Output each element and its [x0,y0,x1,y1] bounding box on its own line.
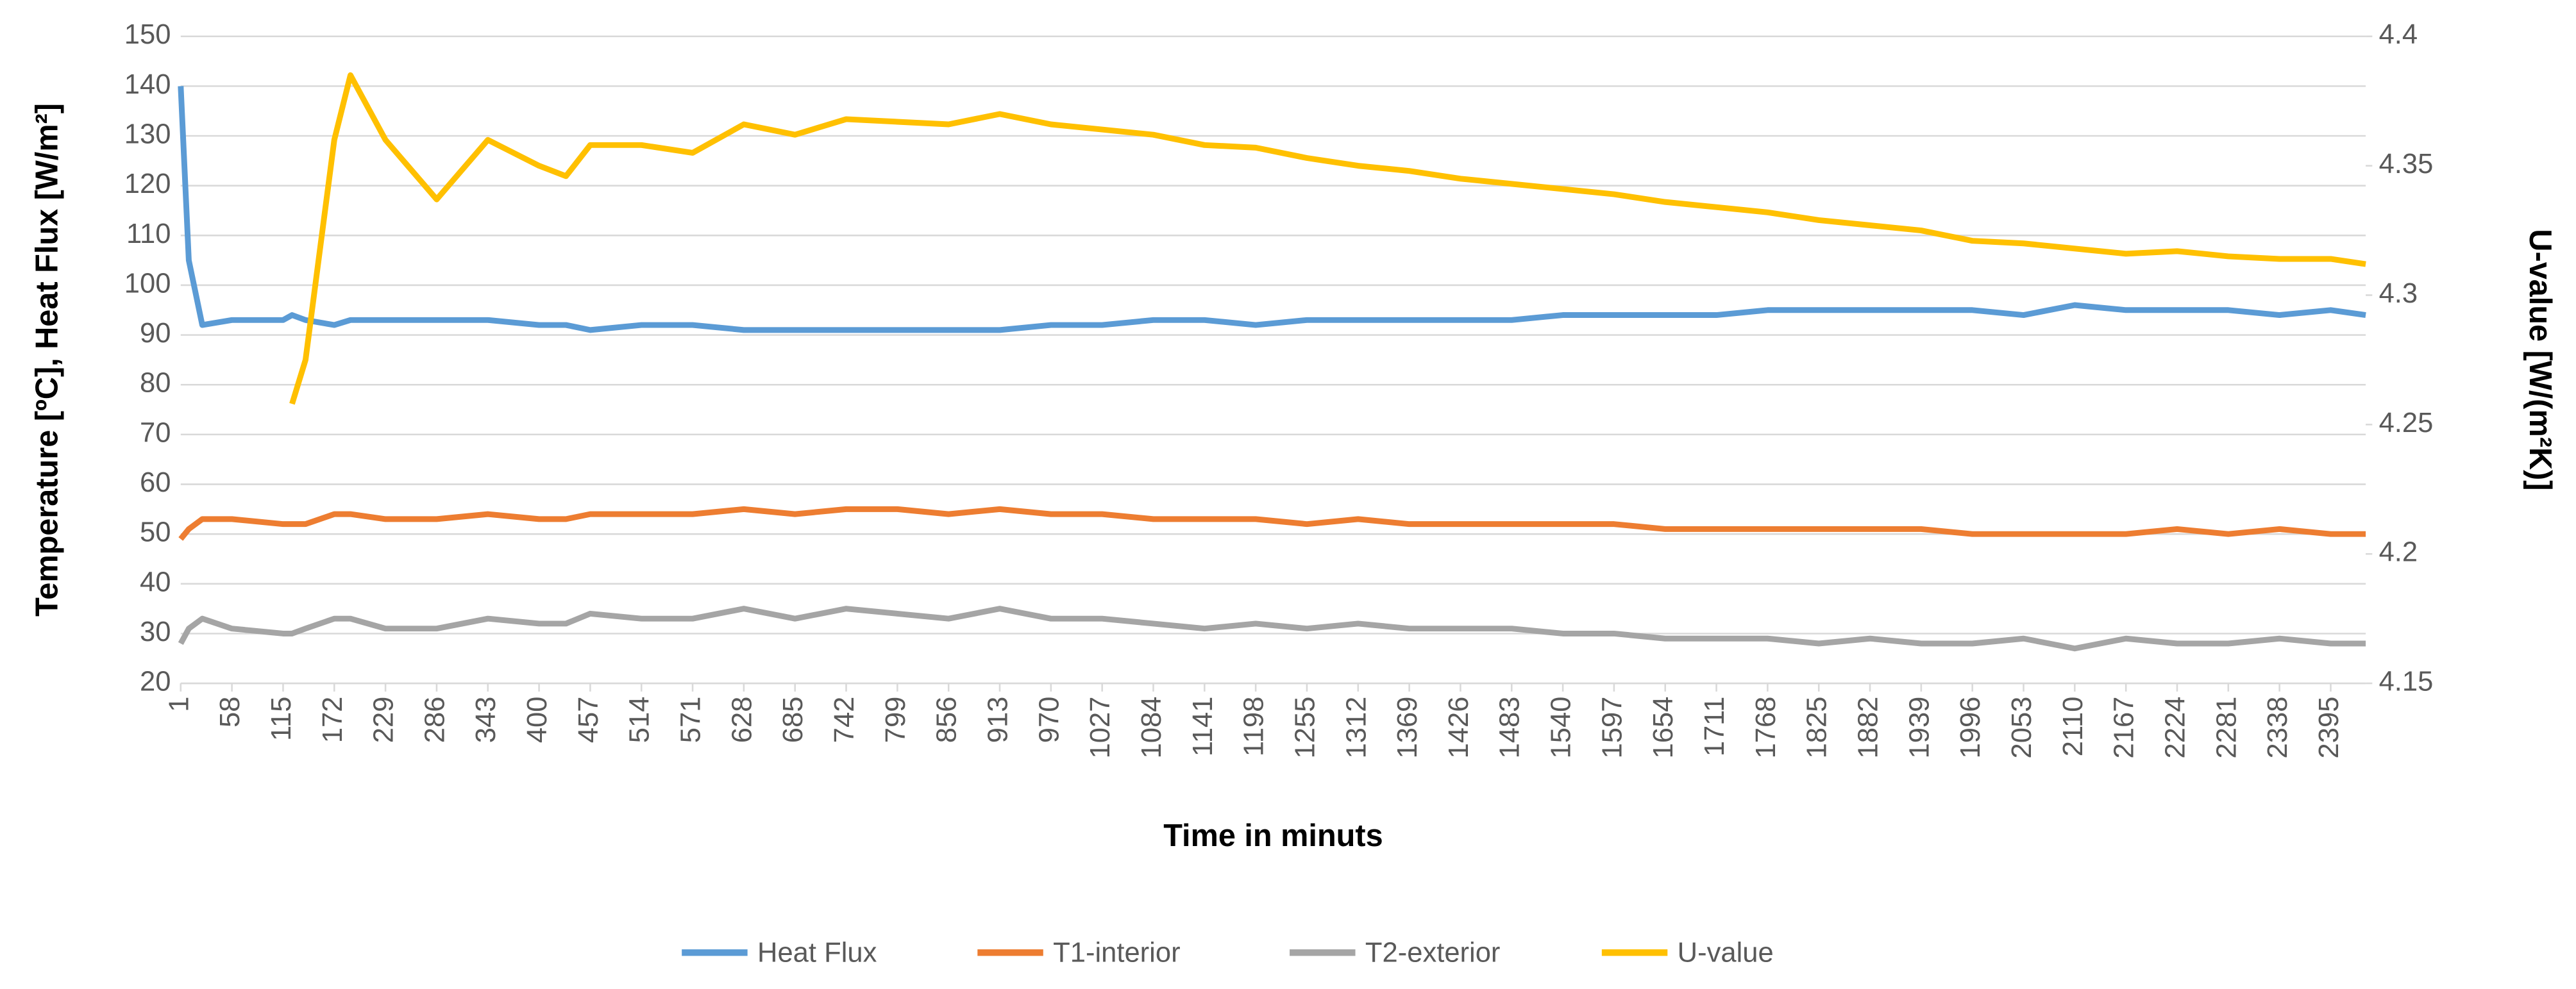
y2-tick-label: 4.2 [2379,537,2418,568]
x-tick-label: 1 [164,697,194,712]
x-tick-label: 1483 [1495,697,1526,759]
x-tick-label: 628 [727,697,757,744]
y-tick-label: 50 [140,517,171,548]
y-tick-label: 20 [140,667,171,697]
y-tick-label: 70 [140,417,171,448]
x-tick-label: 2224 [2160,697,2191,759]
x-tick-label: 1084 [1136,697,1167,759]
x-tick-label: 1882 [1853,697,1884,759]
x-tick-label: 571 [676,697,707,744]
y2-axis-title: U-value [W/(m²K)] [2523,229,2557,490]
x-tick-label: 799 [880,697,911,744]
x-tick-label: 1426 [1444,697,1474,759]
y-tick-label: 100 [124,268,171,299]
series-line [178,606,2366,652]
x-tick-label: 2395 [2314,697,2344,759]
x-tick-label: 913 [983,697,1014,744]
y-tick-label: 140 [124,69,171,100]
x-tick-label: 1312 [1341,697,1372,759]
legend-label: T2-exterior [1365,937,1501,968]
x-tick-label: 2053 [2007,697,2037,759]
x-tick-label: 1255 [1290,697,1320,759]
legend-label: T1-interior [1053,937,1180,968]
legend-label: U-value [1678,937,1774,968]
y-tick-label: 30 [140,617,171,647]
x-tick-label: 1939 [1904,697,1935,759]
x-tick-label: 685 [778,697,809,744]
y-axis-title: Temperature [ºC], Heat Flux [W/m²] [30,103,65,617]
x-tick-label: 115 [266,697,297,741]
y-tick-label: 60 [140,467,171,498]
series-line [289,72,2366,405]
x-tick-label: 286 [419,697,450,744]
y-tick-label: 90 [140,318,171,349]
y-tick-label: 110 [126,219,171,249]
x-tick-label: 2338 [2262,697,2293,759]
y2-tick-label: 4.4 [2379,19,2418,50]
x-tick-label: 2281 [2211,697,2242,759]
x-tick-label: 1711 [1699,697,1730,757]
x-tick-label: 2110 [2058,697,2089,757]
x-tick-label: 1768 [1751,697,1781,759]
x-tick-label: 856 [932,697,963,744]
series-line [178,506,2366,541]
y-tick-label: 150 [124,19,171,50]
y-tick-label: 130 [124,119,171,150]
x-tick-label: 1597 [1597,697,1628,759]
y-tick-label: 120 [124,169,171,199]
y2-tick-label: 4.15 [2379,667,2434,697]
x-tick-label: 1825 [1802,697,1833,759]
x-tick-label: 742 [829,697,860,744]
legend-label: Heat Flux [757,937,877,968]
x-tick-label: 2167 [2109,697,2140,759]
x-tick-label: 400 [522,697,553,744]
x-tick-label: 1540 [1546,697,1577,759]
x-tick-label: 1027 [1085,697,1116,759]
x-tick-label: 1996 [1955,697,1986,759]
x-tick-label: 229 [369,697,400,744]
x-tick-label: 172 [317,697,348,744]
y2-tick-label: 4.3 [2379,278,2418,309]
x-tick-label: 970 [1034,697,1065,744]
x-tick-label: 343 [471,697,501,744]
y2-tick-label: 4.25 [2379,408,2434,438]
x-tick-label: 1198 [1239,697,1270,757]
x-tick-label: 1369 [1392,697,1423,759]
y-tick-label: 80 [140,368,171,399]
x-tick-label: 58 [215,697,246,727]
x-axis-title: Time in minuts [1163,819,1383,853]
x-tick-label: 1141 [1188,697,1218,757]
x-tick-label: 457 [573,697,604,744]
y-tick-label: 40 [140,567,171,597]
x-tick-label: 1654 [1648,697,1679,759]
x-tick-label: 514 [625,697,655,744]
series-line [178,86,2366,333]
y2-tick-label: 4.35 [2379,149,2434,179]
